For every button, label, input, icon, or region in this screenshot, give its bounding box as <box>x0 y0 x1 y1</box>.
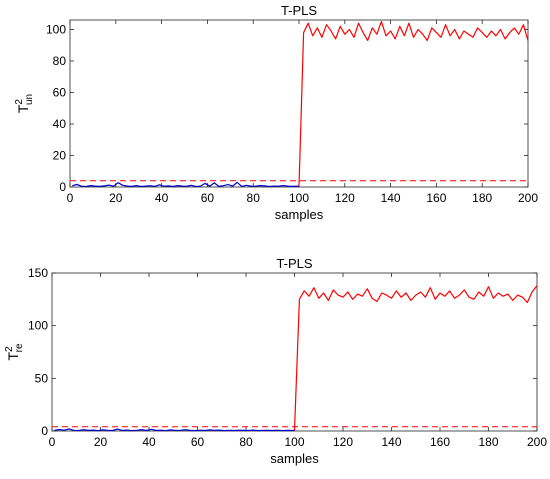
y-tick-label: 40 <box>53 117 67 131</box>
x-tick-label: 0 <box>49 435 56 449</box>
plot-frame <box>51 272 538 432</box>
x-tick-label: 80 <box>247 191 261 205</box>
y-tick-label: 100 <box>46 22 66 36</box>
x-tick-label: 60 <box>191 435 205 449</box>
x-tick-label: 0 <box>67 191 74 205</box>
x-tick-label: 60 <box>201 191 215 205</box>
x-tick-label: 200 <box>518 191 538 205</box>
x-tick-label: 140 <box>381 435 401 449</box>
fault-samples-line <box>298 21 529 187</box>
x-tick-label: 120 <box>333 435 353 449</box>
y-tick-label: 50 <box>35 371 49 385</box>
y-tick-label: 150 <box>28 266 48 280</box>
y-tick-label: 0 <box>41 424 48 438</box>
x-tick-label: 40 <box>142 435 156 449</box>
x-tick-label: 200 <box>527 435 547 449</box>
y-axis-label-subscript: re <box>14 343 25 352</box>
y-tick-label: 60 <box>53 85 67 99</box>
y-axis-label: T2re <box>4 343 25 360</box>
y-axis-label-superscript: 2 <box>4 346 15 352</box>
y-axis-label-subscript: un <box>24 94 35 105</box>
x-tick-label: 180 <box>472 191 492 205</box>
y-tick-label: 80 <box>53 54 67 68</box>
x-tick-label: 20 <box>94 435 108 449</box>
chart-title: T-PLS <box>281 3 317 18</box>
top-chart-panel: T-PLS 0 20 40 60 80 100 120 140 160 180 200 0 20 40 60 8… <box>14 3 538 222</box>
y-tick-label: 100 <box>28 319 48 333</box>
x-tick-label: 80 <box>239 435 253 449</box>
x-tick-label: 20 <box>109 191 123 205</box>
x-axis-label: samples <box>270 451 319 466</box>
x-tick-label: 180 <box>478 435 498 449</box>
x-tick-label: 40 <box>155 191 169 205</box>
y-tick-label: 0 <box>59 180 66 194</box>
y-axis-label: T2un <box>14 94 35 113</box>
y-axis-label-superscript: 2 <box>14 99 25 105</box>
y-tick-label: 20 <box>53 148 67 162</box>
x-tick-label: 160 <box>426 191 446 205</box>
plot-frame <box>69 19 529 188</box>
chart-title: T-PLS <box>276 256 312 271</box>
x-tick-label: 100 <box>284 435 304 449</box>
x-tick-label: 100 <box>289 191 309 205</box>
x-axis-label: samples <box>275 207 324 222</box>
bottom-chart-panel: T-PLS 0 20 40 60 80 100 120 140 160 180 200 0 50 100 15… <box>4 256 547 466</box>
fault-samples-line <box>293 285 538 431</box>
normal-samples-line <box>54 428 295 432</box>
normal-samples-line <box>72 181 300 188</box>
x-tick-label: 160 <box>430 435 450 449</box>
x-tick-label: 140 <box>381 191 401 205</box>
x-tick-label: 120 <box>335 191 355 205</box>
